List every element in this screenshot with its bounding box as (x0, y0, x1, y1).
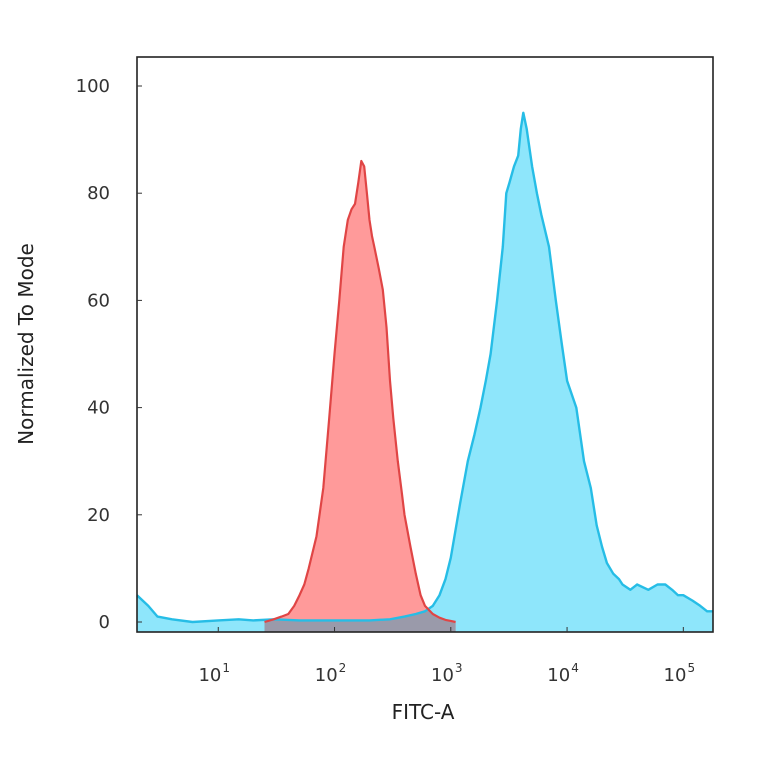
x-tick-label: 103 (431, 661, 463, 686)
stained-histogram-area (137, 112, 713, 633)
control-histogram-area (264, 161, 456, 632)
y-tick-label: 100 (76, 76, 110, 97)
y-tick-label: 20 (87, 505, 110, 526)
x-tick-label: 101 (198, 661, 230, 686)
x-axis-title: FITC-A (392, 700, 455, 724)
control-histogram-line (264, 159, 456, 624)
x-axis: 101 102 103 104 105 (198, 627, 695, 686)
histogram-fills (137, 112, 713, 633)
x-tick-label: 102 (315, 661, 347, 686)
y-axis-title: Normalized To Mode (14, 243, 38, 445)
x-tick-label: 105 (664, 661, 696, 686)
plot-frame (136, 56, 714, 633)
y-tick-label: 40 (87, 398, 110, 419)
histogram-outlines (136, 111, 713, 624)
y-axis: 0 20 40 60 80 100 (76, 76, 142, 633)
y-tick-label: 0 (99, 612, 110, 633)
x-tick-label: 104 (547, 661, 579, 686)
stained-histogram-line (136, 111, 713, 624)
y-tick-label: 80 (87, 183, 110, 204)
y-tick-label: 60 (87, 290, 110, 311)
